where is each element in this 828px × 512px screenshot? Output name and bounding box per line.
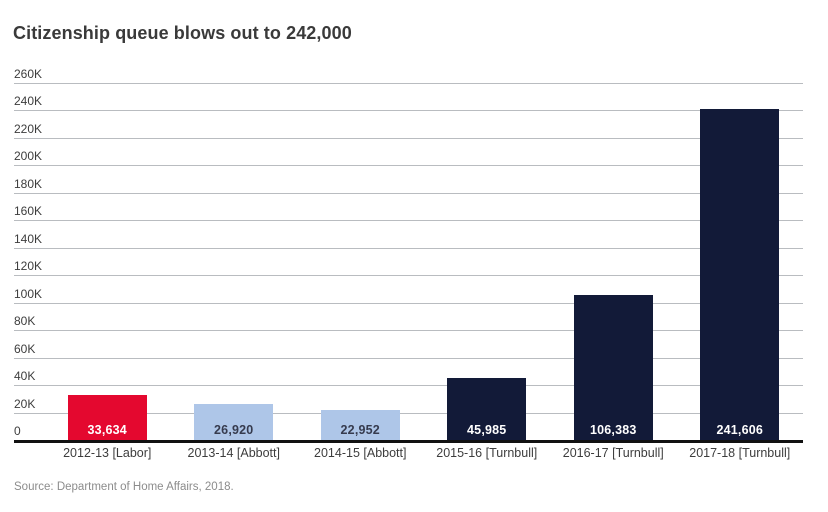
x-tick-label: 2014-15 [Abbott] (314, 446, 407, 460)
gridline-240K (14, 110, 803, 112)
bar-value-label: 106,383 (589, 422, 637, 437)
gridline-40K (14, 385, 803, 387)
source-note: Source: Department of Home Affairs, 2018… (14, 481, 234, 493)
y-tick-label: 20K (14, 396, 36, 411)
gridline-260K (14, 83, 803, 84)
y-tick-label: 200K (14, 149, 43, 164)
gridline-60K (14, 357, 803, 359)
y-tick-label: 60K (14, 341, 36, 356)
bar-2015-16 [Turnbull]: 45,985 (447, 377, 527, 441)
bar-2017-18 [Turnbull]: 241,606 (700, 109, 780, 441)
bar-chart-plot-area: 0 20K 40K 60K 80K 100K 120K 140K 160K 180K 200K 220… (14, 68, 803, 459)
x-tick-label: 2017-18 [Turnbull] (689, 446, 791, 460)
y-tick-label: 80K (14, 314, 36, 329)
x-tick-label: 2012-13 [Labor] (63, 446, 152, 460)
x-tick-label: 2015-16 [Turnbull] (436, 446, 538, 460)
gridline-100K (14, 302, 803, 304)
bar-2013-14 [Abbott]: 26,920 (194, 404, 274, 441)
bar-value-label: 45,985 (467, 422, 507, 437)
y-tick-label: 160K (14, 204, 43, 219)
y-tick-label: 0 (14, 424, 21, 438)
y-tick-label: 100K (14, 286, 43, 301)
bars-layer: 33,634 26,920 22,952 45,985 106,383 241,606 (44, 84, 803, 441)
gridline-160K (14, 220, 803, 222)
chart-title: Citizenship queue blows out to 242,000 (13, 23, 352, 43)
y-tick-label: 260K (14, 67, 43, 81)
gridline-80K (14, 330, 803, 332)
gridline-140K (14, 247, 803, 249)
bar-value-label: 33,634 (87, 422, 127, 437)
bar-2012-13 [Labor]: 33,634 (67, 394, 147, 441)
x-axis-line (14, 440, 803, 443)
bar-value-label: 26,920 (214, 422, 254, 437)
y-tick-label: 40K (14, 369, 36, 384)
x-axis-labels-layer: 2012-13 [Labor] 2013-14 [Abbott] 2014-15 [… (44, 441, 803, 461)
bar-2016-17 [Turnbull]: 106,383 (573, 294, 653, 441)
y-tick-label: 240K (14, 94, 43, 109)
y-tick-label: 140K (14, 231, 43, 246)
y-tick-label: 220K (14, 121, 43, 136)
bar-2014-15 [Abbott]: 22,952 (320, 409, 400, 441)
gridline-120K (14, 275, 803, 277)
gridline-20K (14, 412, 803, 414)
gridline-220K (14, 137, 803, 139)
y-tick-label: 180K (14, 176, 43, 191)
bar-value-label: 22,952 (340, 422, 380, 437)
x-tick-label: 2013-14 [Abbott] (187, 446, 280, 460)
gridline-200K (14, 165, 803, 167)
gridline-180K (14, 192, 803, 194)
y-tick-label: 120K (14, 259, 43, 274)
bar-value-label: 241,606 (716, 422, 764, 437)
x-tick-label: 2016-17 [Turnbull] (562, 446, 664, 460)
